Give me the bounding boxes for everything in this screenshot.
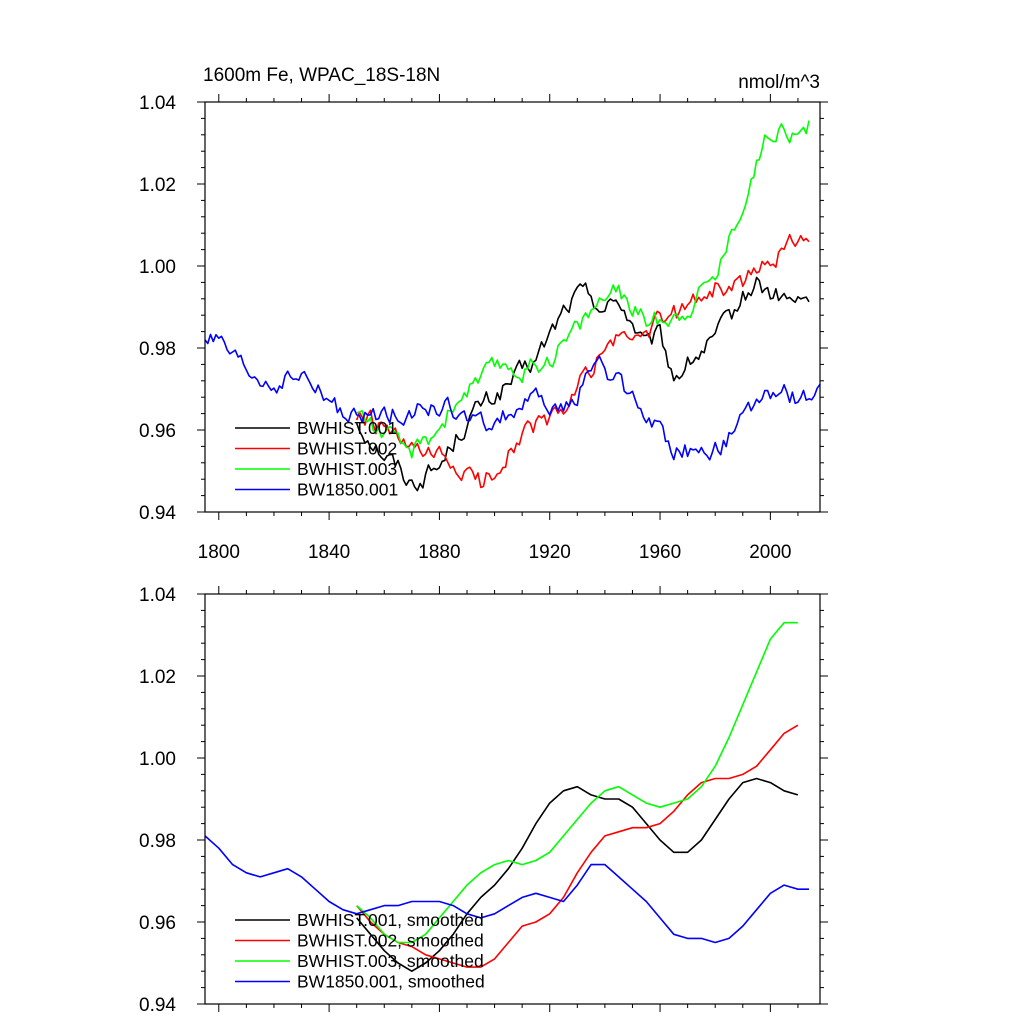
x-tick-label: 1880 (418, 542, 460, 563)
top-chart: 1600m Fe, WPAC_18S-18N nmol/m^3 0.94 0.96… (139, 65, 828, 563)
y-tick-label: 1.00 (139, 257, 176, 278)
y-tick-label: 0.96 (139, 421, 176, 442)
y-tick-label: 1.04 (139, 585, 176, 606)
y-tick-label: 1.00 (139, 749, 176, 770)
x-tick-label: 1840 (308, 542, 350, 563)
y-tick-label: 0.94 (139, 503, 176, 524)
x-tick-label: 1800 (198, 542, 240, 563)
units-label: nmol/m^3 (738, 72, 820, 93)
series-line-bwhist-002-smoothed (356, 724, 799, 968)
y-tick-label: 1.02 (139, 667, 176, 688)
legend-item: BWHIST.003, smoothed (235, 951, 484, 971)
x-tick-label: 1960 (639, 542, 681, 563)
plot-frame (204, 593, 821, 1005)
series-line-bw1850-001-smoothed (204, 835, 809, 944)
y-tick-label: 0.96 (139, 913, 176, 934)
bottom-plot-area: 0.94 0.96 0.98 1.00 1.02 1.04 BWHIST.001, smoo… (139, 585, 828, 1016)
legend-item: BWHIST.003 (235, 459, 397, 479)
legend-item: BW1850.001, smoothed (235, 972, 485, 992)
series-line-bwhist-003 (356, 120, 810, 459)
legend-label: BWHIST.003, smoothed (297, 951, 484, 971)
series-line-bwhist-003-smoothed (356, 621, 798, 944)
chart-title: 1600m Fe, WPAC_18S-18N (203, 65, 440, 86)
series-line-bwhist-002 (355, 233, 810, 489)
legend-label: BWHIST.001 (297, 418, 397, 438)
x-tick-label: 1920 (529, 542, 571, 563)
top-plot-area: 0.94 0.96 0.98 1.00 1.02 1.04 1800 1840 1880 1920… (139, 93, 828, 563)
legend-item: BWHIST.001, smoothed (235, 910, 484, 930)
bottom-chart: 0.94 0.96 0.98 1.00 1.02 1.04 BWHIST.001, smoo… (139, 585, 828, 1016)
legend-item: BWHIST.002, smoothed (235, 931, 484, 951)
legend-label: BWHIST.002 (297, 439, 397, 459)
series-line-bw1850-001 (204, 333, 821, 461)
legend-item: BWHIST.002 (235, 439, 397, 459)
legend-label: BWHIST.001, smoothed (297, 910, 484, 930)
legend-item: BW1850.001 (235, 480, 398, 500)
y-tick-label: 0.98 (139, 339, 176, 360)
x-tick-label: 2000 (749, 542, 791, 563)
series-line-bwhist-001 (355, 276, 810, 492)
series-line-bwhist-001-smoothed (356, 777, 799, 972)
y-tick-label: 0.98 (139, 831, 176, 852)
y-tick-label: 1.04 (139, 93, 176, 114)
legend-label: BWHIST.003 (297, 459, 397, 479)
legend-label: BW1850.001 (297, 480, 398, 500)
y-tick-label: 1.02 (139, 175, 176, 196)
y-tick-label: 0.94 (139, 995, 176, 1016)
legend-item: BWHIST.001 (235, 418, 397, 438)
plot-frame (204, 101, 821, 513)
legend-label: BWHIST.002, smoothed (297, 931, 484, 951)
legend-label: BW1850.001, smoothed (297, 972, 485, 992)
